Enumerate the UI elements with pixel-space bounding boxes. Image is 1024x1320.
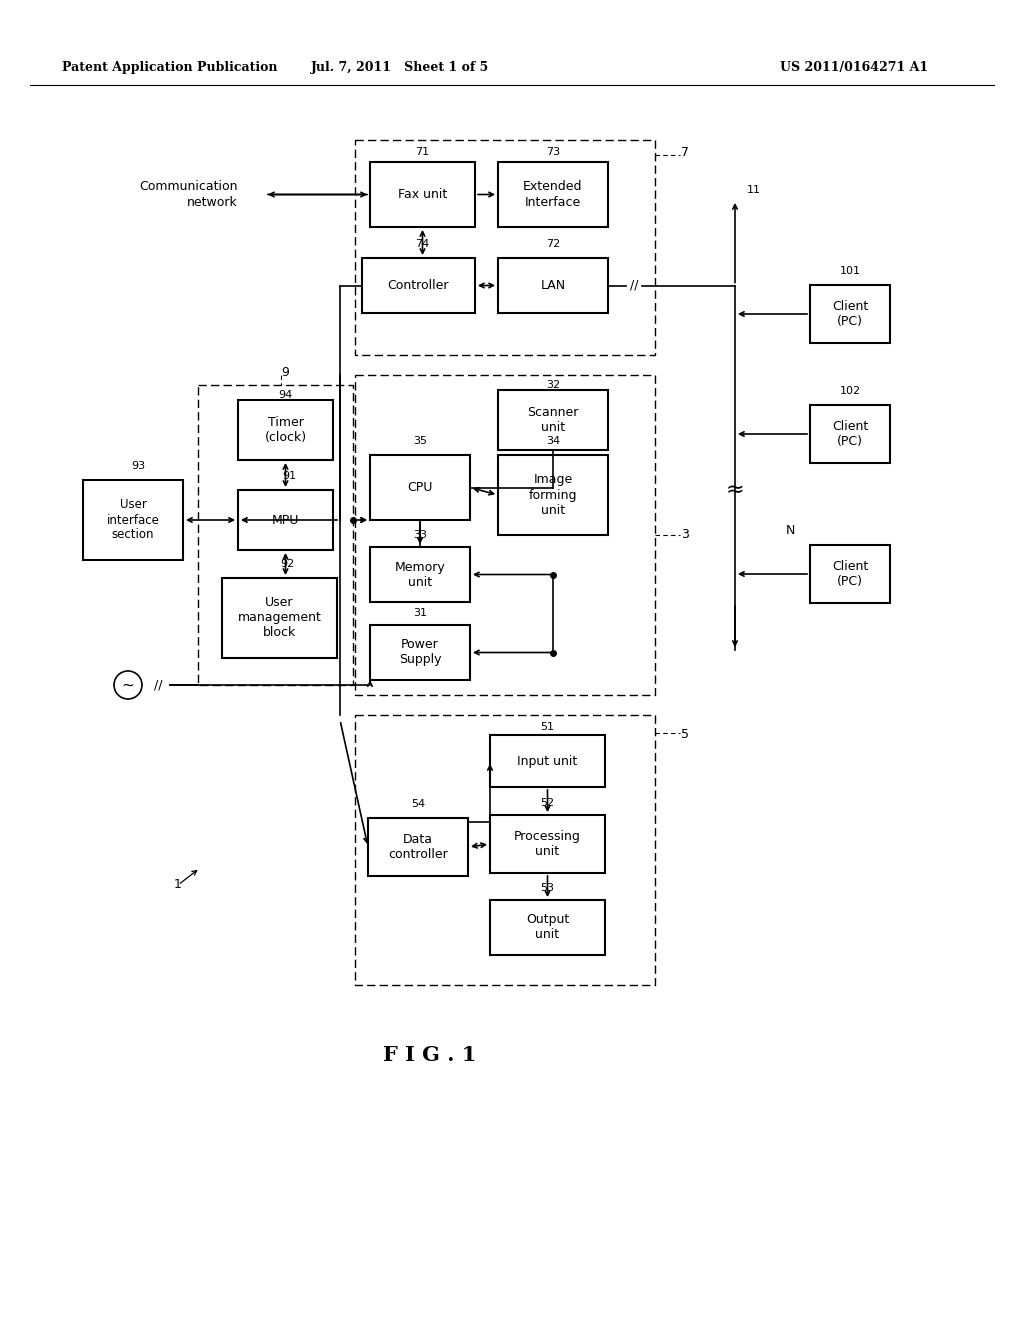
Text: 94: 94: [279, 389, 293, 400]
Text: //: //: [154, 678, 162, 692]
Text: Input unit: Input unit: [517, 755, 578, 767]
Bar: [368, 818, 468, 876]
Text: 7: 7: [681, 145, 689, 158]
Text: Fax unit: Fax unit: [398, 187, 447, 201]
Text: 9: 9: [282, 367, 290, 380]
Bar: [370, 455, 470, 520]
Bar: [355, 715, 655, 985]
Text: ≈: ≈: [726, 480, 744, 500]
Text: 74: 74: [416, 239, 430, 249]
Text: ~: ~: [122, 677, 134, 693]
Bar: [238, 400, 333, 459]
Text: 1: 1: [174, 879, 182, 891]
Text: User
interface
section: User interface section: [106, 499, 160, 541]
Text: 5: 5: [681, 729, 689, 742]
Text: 93: 93: [131, 461, 145, 471]
Text: Memory
unit: Memory unit: [394, 561, 445, 589]
Text: //: //: [630, 279, 638, 292]
Text: Client
(PC): Client (PC): [831, 420, 868, 447]
Bar: [355, 140, 655, 355]
Text: 33: 33: [413, 531, 427, 540]
Text: Scanner
unit: Scanner unit: [527, 407, 579, 434]
Bar: [198, 385, 353, 685]
Bar: [498, 162, 608, 227]
Bar: [370, 546, 470, 602]
Bar: [370, 624, 470, 680]
Text: 31: 31: [413, 609, 427, 618]
Text: CPU: CPU: [408, 480, 433, 494]
Text: 73: 73: [546, 147, 560, 157]
Text: LAN: LAN: [541, 279, 565, 292]
Text: F I G . 1: F I G . 1: [383, 1045, 477, 1065]
Bar: [498, 257, 608, 313]
Text: Communication
network: Communication network: [139, 181, 238, 209]
Text: 92: 92: [281, 558, 295, 569]
Text: 52: 52: [541, 799, 555, 808]
Text: Client
(PC): Client (PC): [831, 300, 868, 327]
Text: Timer
(clock): Timer (clock): [264, 416, 306, 444]
Text: 32: 32: [546, 380, 560, 389]
Bar: [490, 814, 605, 873]
Text: MPU: MPU: [271, 513, 299, 527]
Text: Jul. 7, 2011   Sheet 1 of 5: Jul. 7, 2011 Sheet 1 of 5: [311, 62, 489, 74]
Bar: [810, 405, 890, 463]
Bar: [83, 480, 183, 560]
Text: 34: 34: [546, 436, 560, 446]
Text: Output
unit: Output unit: [526, 913, 569, 941]
Text: 35: 35: [413, 436, 427, 446]
Text: 91: 91: [283, 471, 297, 480]
Bar: [222, 578, 337, 657]
Bar: [498, 455, 608, 535]
Text: 102: 102: [840, 385, 860, 396]
Bar: [498, 389, 608, 450]
Text: Processing
unit: Processing unit: [514, 830, 581, 858]
Text: 54: 54: [411, 799, 425, 809]
Text: N: N: [785, 524, 795, 536]
Text: 53: 53: [541, 883, 555, 894]
Text: 3: 3: [681, 528, 689, 541]
Bar: [370, 162, 475, 227]
Bar: [810, 285, 890, 343]
Bar: [355, 375, 655, 696]
Text: Controller: Controller: [388, 279, 450, 292]
Bar: [238, 490, 333, 550]
Text: 71: 71: [416, 147, 429, 157]
Text: Power
Supply: Power Supply: [398, 639, 441, 667]
Bar: [810, 545, 890, 603]
Text: 72: 72: [546, 239, 560, 249]
Text: User
management
block: User management block: [238, 597, 322, 639]
Text: Extended
Interface: Extended Interface: [523, 181, 583, 209]
Bar: [362, 257, 475, 313]
Text: 51: 51: [541, 722, 555, 733]
Text: Data
controller: Data controller: [388, 833, 447, 861]
Text: 11: 11: [746, 185, 761, 195]
Bar: [490, 900, 605, 954]
Bar: [490, 735, 605, 787]
Text: US 2011/0164271 A1: US 2011/0164271 A1: [780, 62, 928, 74]
Text: Image
forming
unit: Image forming unit: [528, 474, 578, 516]
Text: Client
(PC): Client (PC): [831, 560, 868, 587]
Text: Patent Application Publication: Patent Application Publication: [62, 62, 278, 74]
Text: 101: 101: [840, 267, 860, 276]
